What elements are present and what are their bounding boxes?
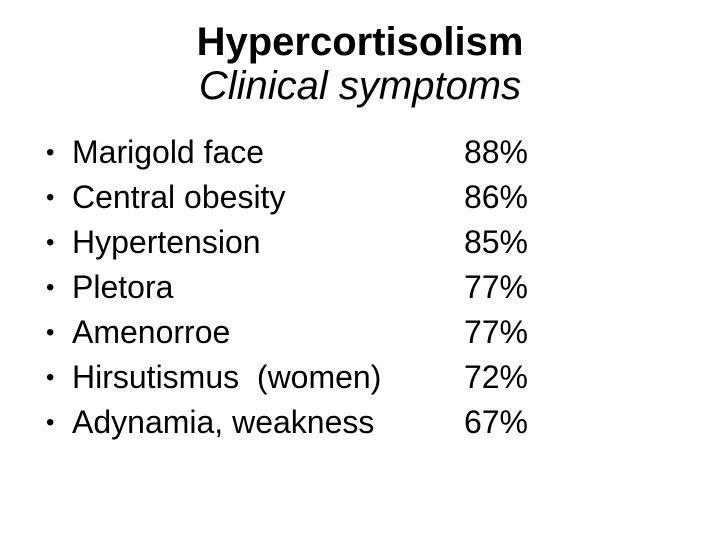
symptom-label: Hirsutismus (women)	[72, 359, 382, 395]
symptom-row: • Marigold face 88%	[46, 130, 528, 175]
bullet-icon: •	[46, 184, 55, 211]
symptom-percentage: 88%	[463, 134, 528, 170]
symptom-row: • Pletora 77%	[46, 265, 528, 310]
symptom-percentage: 77%	[463, 314, 528, 350]
symptom-percentage: 77%	[463, 269, 528, 305]
symptom-row: • Adynamia, weakness 67%	[46, 400, 528, 445]
symptom-percentage: 67%	[463, 404, 528, 440]
symptom-percentage: 86%	[463, 179, 528, 215]
symptom-label: Central obesity	[72, 179, 286, 215]
symptom-row: • Amenorroe 77%	[46, 310, 528, 355]
bullet-icon: •	[46, 364, 55, 391]
symptom-label: Marigold face	[72, 134, 265, 170]
symptom-label: Adynamia, weakness	[72, 404, 375, 440]
slide-subtitle: Clinical symptoms	[198, 64, 522, 108]
symptom-percentage: 72%	[463, 359, 528, 395]
bullet-icon: •	[46, 274, 55, 301]
bullet-icon: •	[46, 409, 55, 436]
symptom-row: • Central obesity 86%	[46, 175, 528, 220]
bullet-icon: •	[46, 139, 55, 166]
symptom-row: • Hirsutismus (women) 72%	[46, 355, 528, 400]
slide-title-block: Hypercortisolism Clinical symptoms	[0, 20, 720, 108]
symptom-percentage: 85%	[463, 224, 528, 260]
symptom-label: Amenorroe	[72, 314, 231, 350]
slide-title: Hypercortisolism	[196, 20, 524, 64]
symptom-list: • Marigold face 88% • Central obesity 86…	[46, 130, 528, 445]
symptom-label: Pletora	[72, 269, 174, 305]
bullet-icon: •	[46, 319, 55, 346]
bullet-icon: •	[46, 229, 55, 256]
symptom-row: • Hypertension 85%	[46, 220, 528, 265]
symptom-label: Hypertension	[72, 224, 261, 260]
